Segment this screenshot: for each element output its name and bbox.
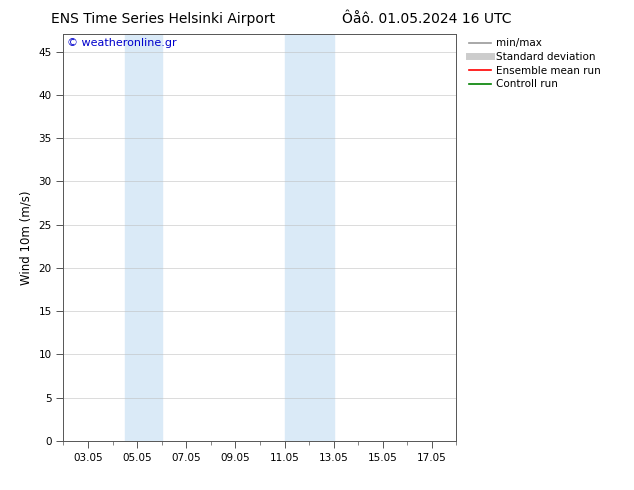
Text: © weatheronline.gr: © weatheronline.gr bbox=[67, 38, 177, 49]
Legend: min/max, Standard deviation, Ensemble mean run, Controll run: min/max, Standard deviation, Ensemble me… bbox=[464, 34, 604, 94]
Bar bbox=[285, 34, 333, 441]
Y-axis label: Wind 10m (m/s): Wind 10m (m/s) bbox=[20, 191, 33, 285]
Text: Ôåô. 01.05.2024 16 UTC: Ôåô. 01.05.2024 16 UTC bbox=[342, 12, 512, 26]
Bar bbox=[125, 34, 162, 441]
Text: ENS Time Series Helsinki Airport: ENS Time Series Helsinki Airport bbox=[51, 12, 275, 26]
